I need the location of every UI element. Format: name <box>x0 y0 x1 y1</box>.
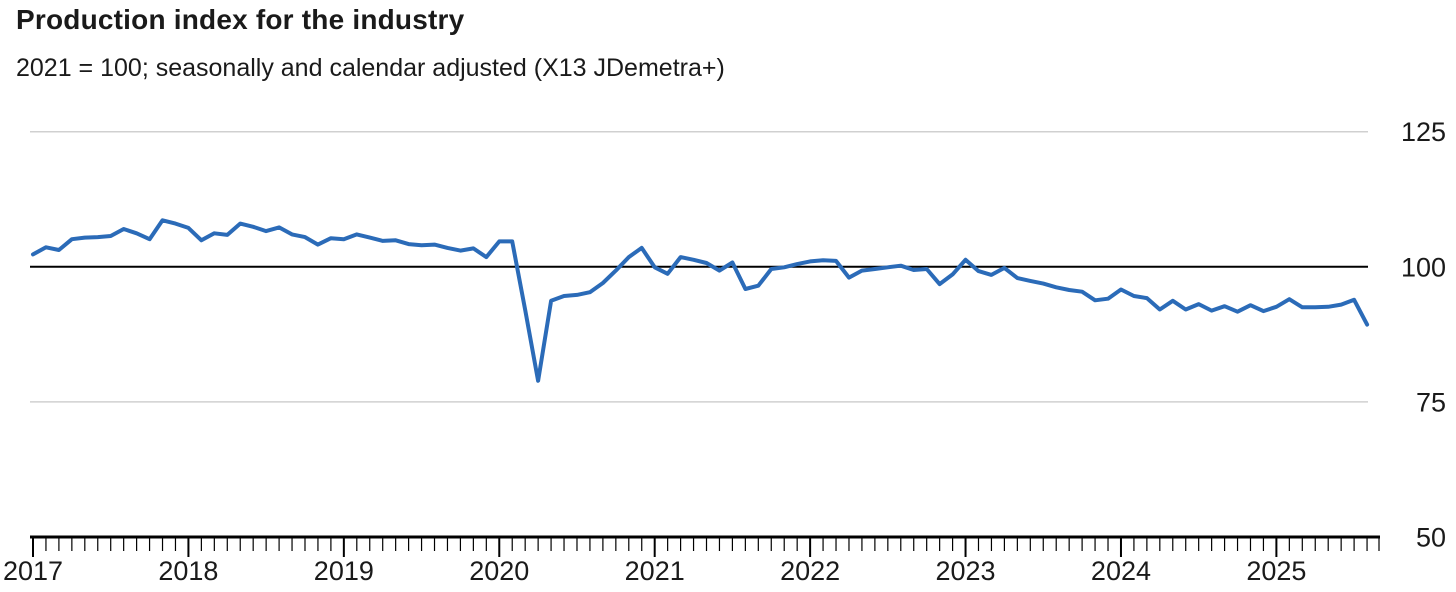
y-axis-label-100: 100 <box>1401 252 1446 282</box>
year-label-2022: 2022 <box>780 556 840 586</box>
chart-subtitle: 2021 = 100; seasonally and calendar adju… <box>16 54 725 82</box>
chart-title: Production index for the industry <box>16 4 465 35</box>
year-label-2019: 2019 <box>314 556 374 586</box>
year-label-2017: 2017 <box>3 556 63 586</box>
year-label-2025: 2025 <box>1246 556 1306 586</box>
year-label-2020: 2020 <box>469 556 529 586</box>
year-label-2018: 2018 <box>158 556 218 586</box>
y-axis-label-125: 125 <box>1401 117 1446 147</box>
year-label-2024: 2024 <box>1091 556 1151 586</box>
y-axis-label-50: 50 <box>1416 523 1446 553</box>
year-label-2021: 2021 <box>625 556 685 586</box>
production-series-line <box>31 218 1370 383</box>
year-label-2023: 2023 <box>936 556 996 586</box>
y-axis-label-75: 75 <box>1416 387 1446 417</box>
